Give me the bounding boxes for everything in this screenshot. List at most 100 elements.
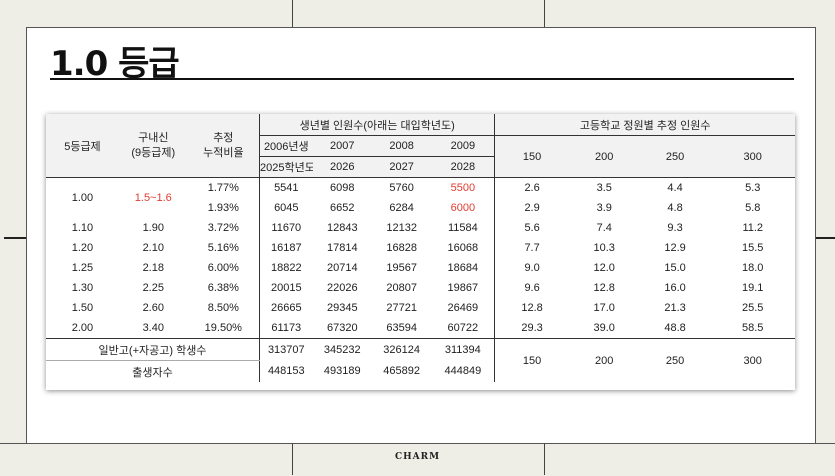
entry-year-cell: 2027 <box>371 156 432 178</box>
estimate-cell: 9.0 <box>494 258 569 278</box>
count-cell: 67320 <box>312 318 372 339</box>
title-underline <box>50 78 794 80</box>
students-row: 일반고(+자공고) 학생수 313707 345232 326124 31139… <box>46 338 795 382</box>
count-cell: 26665 <box>271 302 302 314</box>
count-cell: 20015 <box>271 282 302 294</box>
count-cell: 5500 <box>450 182 476 194</box>
students-cell: 345232 <box>323 343 361 356</box>
estimate-cell: 39.0 <box>568 318 640 339</box>
cumulative-cell: 1.93% <box>187 198 260 218</box>
bottom-divider-left <box>292 443 293 475</box>
estimate-cell: 5.3 <box>745 182 761 194</box>
table-row: 1.20 2.10 5.16% 16187 17814 16828 16068 … <box>46 238 795 258</box>
left-margin <box>0 27 27 443</box>
old-grade-cell: 2.25 <box>142 282 164 294</box>
count-cell: 18822 <box>271 262 302 274</box>
header-cumulative: 추정 누적비율 <box>187 114 260 178</box>
count-cell: 61173 <box>259 318 313 339</box>
capacity-cell: 200 <box>568 135 640 178</box>
estimate-cell: 12.0 <box>593 262 615 274</box>
students-cell: 311394 <box>444 343 481 356</box>
capacity-cell: 250 <box>639 135 711 178</box>
count-cell: 6284 <box>389 202 414 214</box>
bottom-toolbar <box>0 443 835 476</box>
entry-year-cell: 2028 <box>431 156 495 178</box>
capacity-cell: 150 <box>494 135 569 178</box>
count-cell: 63594 <box>371 318 432 339</box>
grade-cell: 1.25 <box>71 262 94 274</box>
count-cell: 27721 <box>386 302 417 314</box>
count-cell: 19867 <box>447 282 479 294</box>
bottom-divider-right <box>544 443 545 475</box>
table-row: 1.93% 6045 6652 6284 6000 2.9 3.9 4.8 5.… <box>46 198 795 218</box>
estimate-cell: 9.6 <box>494 278 569 298</box>
cumulative-cell: 6.38% <box>187 278 260 298</box>
births-cell: 493189 <box>323 365 361 378</box>
cumulative-cell: 1.77% <box>187 177 260 198</box>
birth-year-cell: 2006년생 <box>259 135 313 157</box>
count-cell: 5541 <box>274 182 299 194</box>
header-birth-group: 생년별 인원수(아래는 대입학년도) <box>259 114 495 136</box>
estimate-cell: 11.2 <box>742 222 764 234</box>
table-row: 1.50 2.60 8.50% 26665 29345 27721 26469 … <box>46 298 795 318</box>
cumulative-cell: 6.00% <box>187 258 260 278</box>
count-cell: 20714 <box>326 262 358 274</box>
header-old-grade: 구내신 (9등급제) <box>118 114 188 178</box>
grade-cell: 1.10 <box>71 222 94 234</box>
header-grade: 5등급제 <box>46 114 119 178</box>
entry-year-cell: 2025학년도 <box>259 156 313 178</box>
count-cell: 17814 <box>326 242 358 254</box>
page-title: 1.0 등급 <box>50 44 180 84</box>
estimate-cell: 4.8 <box>667 202 683 214</box>
count-cell: 29345 <box>326 302 358 314</box>
table-row: 1.00 1.5~1.6 1.77% 5541 6098 5760 5500 2… <box>46 177 795 204</box>
grade-table: 5등급제 구내신 (9등급제) 추정 누적비율 생년별 인원수(아래는 대입학년… <box>46 114 795 390</box>
estimate-cell: 12.9 <box>664 242 686 254</box>
estimate-cell: 3.9 <box>596 202 612 214</box>
grade-cell: 1.30 <box>71 282 94 294</box>
cumulative-cell: 8.50% <box>187 298 260 318</box>
students-label: 일반고(+자공고) 학생수 <box>46 338 260 361</box>
estimate-cell: 29.3 <box>494 318 569 339</box>
estimate-cell: 7.4 <box>596 222 612 234</box>
capacity-total-cell: 250 <box>665 354 685 367</box>
table-row: 1.10 1.90 3.72% 11670 12843 12132 11584 … <box>46 218 795 238</box>
count-cell: 16187 <box>271 242 302 254</box>
estimate-cell: 12.8 <box>593 282 615 294</box>
old-grade-cell: 3.40 <box>118 318 188 339</box>
top-divider-right <box>544 0 545 27</box>
grade-cell: 2.00 <box>46 318 119 339</box>
estimate-cell: 17.0 <box>593 302 615 314</box>
count-cell: 12132 <box>386 222 417 234</box>
capacity-total-cell: 200 <box>595 354 614 367</box>
capacity-cell: 300 <box>710 135 795 178</box>
estimate-cell: 12.8 <box>494 298 569 318</box>
table-row: 1.30 2.25 6.38% 20015 22026 20807 19867 … <box>46 278 795 298</box>
estimate-cell: 15.5 <box>742 242 764 254</box>
cumulative-cell: 5.16% <box>187 238 260 258</box>
count-cell: 22026 <box>326 282 358 294</box>
footer-logo: CHARM <box>394 452 441 462</box>
estimate-cell: 15.0 <box>664 262 686 274</box>
count-cell: 20807 <box>386 282 417 294</box>
count-cell: 11584 <box>447 222 478 234</box>
students-cell: 326124 <box>383 343 420 356</box>
grade-cell: 1.50 <box>71 302 94 314</box>
births-cell: 444849 <box>444 365 482 378</box>
left-marker <box>4 237 26 239</box>
births-cell: 448153 <box>267 365 305 378</box>
grade-cell: 1.20 <box>71 242 94 254</box>
right-marker <box>816 237 835 239</box>
estimate-cell: 21.3 <box>664 302 686 314</box>
capacity-total-cell: 300 <box>743 354 762 367</box>
count-cell: 6045 <box>274 202 299 214</box>
entry-year-cell: 2026 <box>312 156 372 178</box>
old-grade-cell: 1.90 <box>142 222 164 234</box>
estimate-cell: 16.0 <box>664 282 686 294</box>
estimate-cell: 7.7 <box>494 238 569 258</box>
estimate-cell: 3.5 <box>596 182 612 194</box>
students-cell: 313707 <box>267 343 305 356</box>
count-cell: 11670 <box>271 222 302 234</box>
estimate-cell: 10.3 <box>593 242 615 254</box>
count-cell: 5760 <box>389 182 414 194</box>
